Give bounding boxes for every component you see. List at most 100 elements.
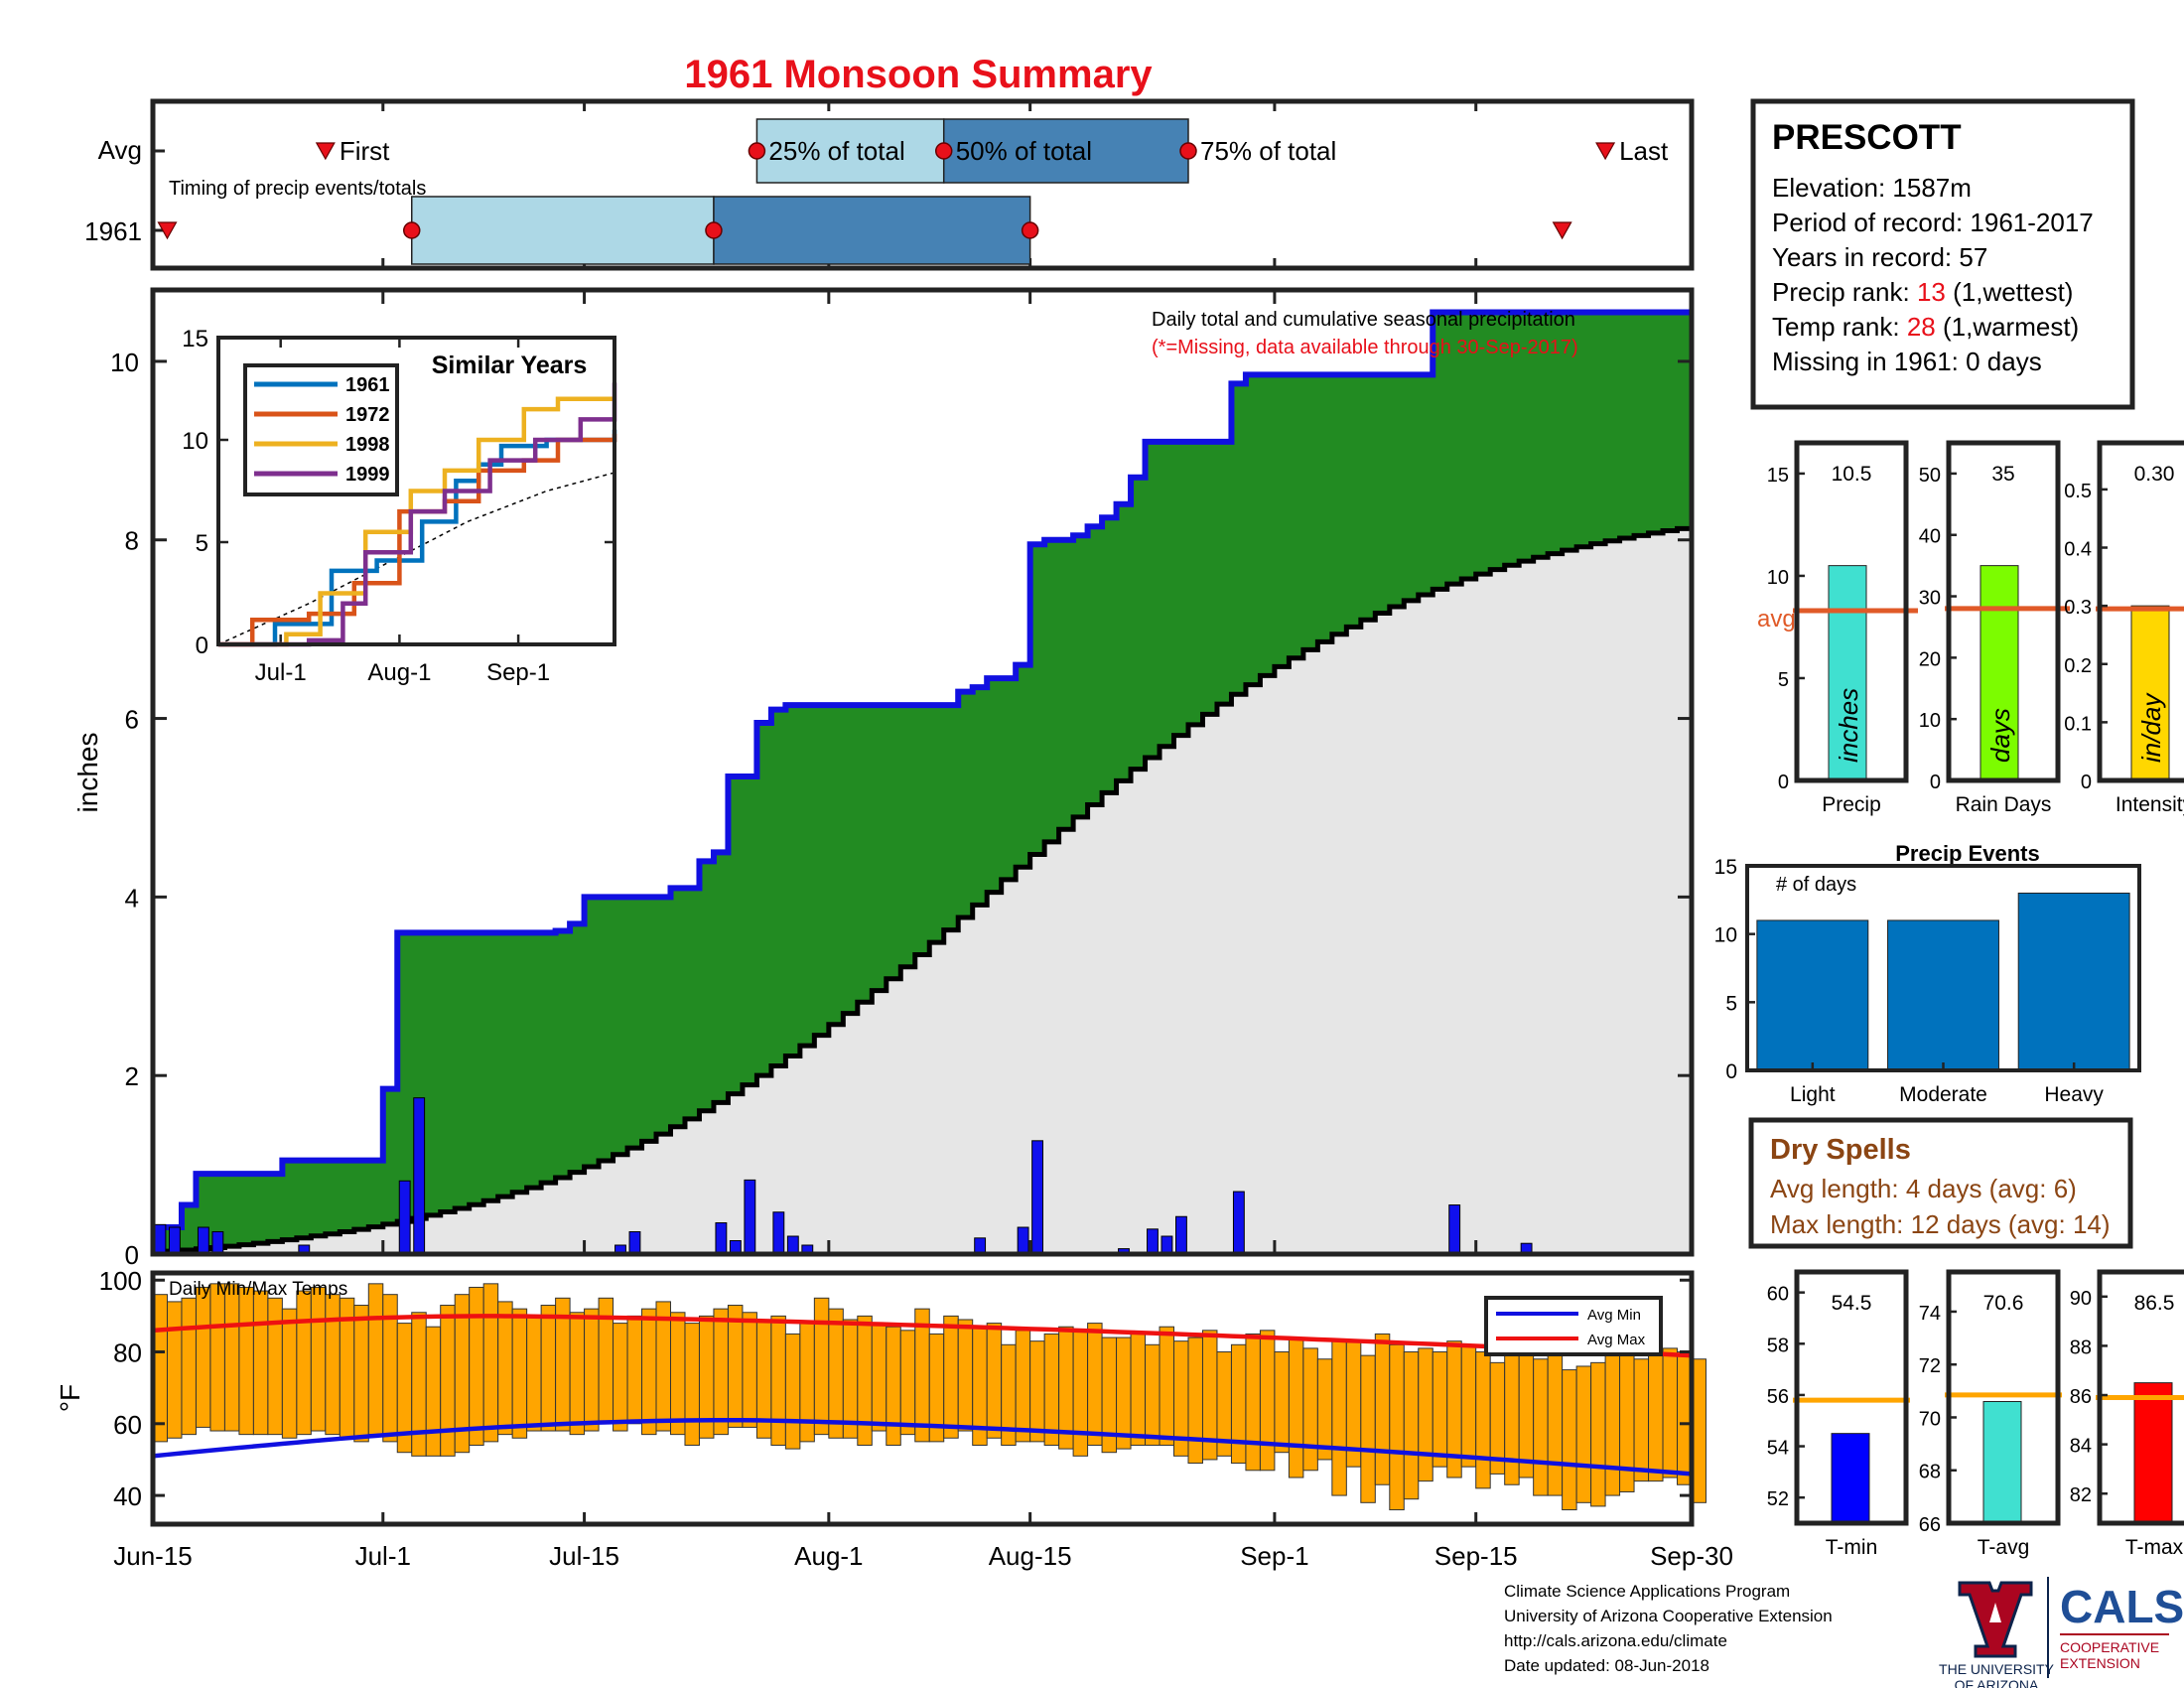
daily-temp-bar (1302, 1347, 1318, 1472)
avg-cumulative-area (153, 526, 1692, 1254)
precip-events-ytick-label: 0 (1725, 1060, 1737, 1083)
inset-series-1999 (218, 382, 617, 647)
temp-panel-label: T-max (2125, 1536, 2184, 1559)
daily-precip-bar (772, 1211, 785, 1255)
footer: Climate Science Applications Program Uni… (1504, 1579, 1921, 1678)
daily-temp-bar (655, 1301, 671, 1432)
season-panel-label: Intensity (2116, 793, 2184, 816)
daily-temp-bar (1043, 1333, 1060, 1446)
temp-value-text: 86.5 (2134, 1292, 2175, 1315)
daily-precip-bar (1448, 1204, 1461, 1255)
season-panel-frame (1946, 440, 2061, 783)
station-info: PRESCOTT Elevation: 1587m Period of reco… (1750, 98, 2135, 410)
inset-legend-label-1999: 1999 (345, 464, 390, 486)
daily-precip-bar (413, 1097, 426, 1255)
inset-ytick-label: 15 (182, 326, 208, 352)
avg-cumulative-line (153, 525, 1695, 1255)
year-q50-q75-bar (713, 196, 1031, 265)
daily-temp-bar (166, 1301, 183, 1439)
season-ytick-label: 0.4 (2064, 539, 2092, 561)
temp-summary-panels: 54.5 52 54 56 58 60 T-min 70.6 66 68 70 72 74 T-avg 86… (1767, 1269, 2184, 1559)
station-name: PRESCOTT (1772, 118, 1962, 157)
temps-chart-frame (150, 1270, 1695, 1527)
timing-row-avg: Avg (98, 135, 142, 165)
precip-events-bar (1887, 919, 1999, 1071)
first-last-marker (157, 221, 178, 240)
daily-temp-bar (1331, 1340, 1347, 1496)
daily-temp-bar (1604, 1343, 1621, 1496)
temps-y-axis-label: °F (55, 1384, 85, 1412)
temp-ytick-label: 84 (2070, 1436, 2092, 1458)
daily-temp-bar (1288, 1336, 1304, 1478)
inset-xtick-label: Aug-1 (367, 659, 431, 686)
temp-panel-t-avg: 70.6 66 68 70 72 74 T-avg (1919, 1269, 2062, 1559)
temp-value-bar (1982, 1400, 2022, 1524)
daily-temp-bar (267, 1297, 283, 1436)
daily-temp-bar (1145, 1343, 1160, 1446)
ua-logo-line1: THE UNIVERSITY (1939, 1661, 2055, 1677)
date-axis-label: Sep-1 (1240, 1541, 1308, 1571)
inset-legend-label-1961: 1961 (345, 374, 390, 396)
temps-chart: 40 60 80 100 Daily Min/Max Temps °F Avg Min… (55, 1266, 1706, 1527)
precip-ytick-label: 4 (125, 883, 139, 913)
cals-logo: CALS COOPERATIVE EXTENSION (2060, 1581, 2184, 1671)
daily-temp-bar (526, 1315, 542, 1432)
daily-temp-bar (613, 1323, 628, 1432)
daily-temp-bar (1159, 1326, 1175, 1446)
daily-temp-bar (1245, 1333, 1261, 1472)
daily-temp-bar (943, 1315, 959, 1439)
dry-spells-frame (1748, 1117, 2133, 1249)
daily-precip-bar (1147, 1228, 1159, 1255)
daily-temp-bar (1662, 1347, 1679, 1478)
daily-temp-bar (1274, 1351, 1290, 1454)
dry-spells-avg-length: Avg length: 4 days (avg: 6) (1770, 1174, 2077, 1203)
daily-temp-bar (440, 1305, 456, 1457)
daily-temp-bar (770, 1315, 786, 1446)
above-average-area (153, 312, 1692, 1253)
season-ytick-label: 0.3 (2064, 597, 2092, 619)
temp-ytick-label: 88 (2070, 1336, 2092, 1358)
season-avg-label: avg (1757, 606, 1796, 633)
temps-ytick-label: 100 (99, 1266, 142, 1296)
precip-ytick-label: 8 (125, 526, 139, 556)
precip-ytick-label: 0 (125, 1240, 139, 1270)
date-axis-label: Jul-1 (355, 1541, 411, 1571)
date-axis-label: Sep-30 (1650, 1541, 1733, 1571)
daily-temp-bar (1504, 1351, 1520, 1485)
daily-precip-bar (1232, 1191, 1245, 1255)
season-panel-intensity: in/day 0.30 0 0.1 0.2 0.3 0.4 0.5 Intensity (2064, 440, 2184, 816)
dry-spells-max-length: Max length: 12 days (avg: 14) (1770, 1209, 2111, 1239)
daily-temp-bar (310, 1286, 327, 1432)
season-unit-label: days (1985, 708, 2015, 763)
precip-events-bar (1756, 919, 1869, 1071)
timing-panel: First 25% of total 50% of total 75% of tota… (84, 98, 1695, 271)
season-ytick-label: 50 (1919, 465, 1941, 487)
inset-xtick-label: Sep-1 (486, 659, 550, 686)
quantile-marker (1179, 142, 1197, 160)
station-missing: Missing in 1961: 0 days (1772, 347, 2042, 376)
station-years: Years in record: 57 (1772, 242, 1987, 272)
avg-min-line (152, 1417, 1693, 1477)
temp-panel-frame (1794, 1269, 1909, 1526)
legend-avg-min: Avg Min (1587, 1307, 1641, 1324)
daily-temp-bar (1029, 1340, 1045, 1443)
daily-temp-bar (1389, 1343, 1405, 1511)
season-panel-rain-days: days 35 0 10 20 30 40 50 Rain Days (1919, 440, 2070, 816)
daily-temp-bar (1259, 1330, 1276, 1472)
first-label: First (340, 136, 390, 166)
season-ytick-label: 30 (1919, 588, 1941, 610)
daily-temp-bar (1374, 1333, 1391, 1485)
inset-legend-label-1972: 1972 (345, 404, 390, 426)
station-temp-rank: Temp rank: 28 (1,warmest) (1772, 312, 2079, 342)
date-axis: Jun-15 Jul-1 Jul-15 Aug-1 Aug-15 Sep-1 Sep-15 S… (113, 1541, 1733, 1571)
daily-temp-bar (325, 1294, 341, 1436)
dry-spells: Dry Spells Avg length: 4 days (avg: 6) M… (1748, 1117, 2133, 1249)
temp-panel-frame (2097, 1269, 2184, 1526)
season-ytick-label: 0.5 (2064, 481, 2092, 502)
inset-legend: 1961 1972 1998 1999 (243, 363, 399, 496)
temps-chart-title: Daily Min/Max Temps (169, 1279, 347, 1300)
daily-precip-bar (1017, 1226, 1029, 1255)
precip-ytick-label: 2 (125, 1061, 139, 1091)
daily-temp-bar (1187, 1336, 1203, 1465)
daily-temp-bar (1547, 1354, 1564, 1496)
